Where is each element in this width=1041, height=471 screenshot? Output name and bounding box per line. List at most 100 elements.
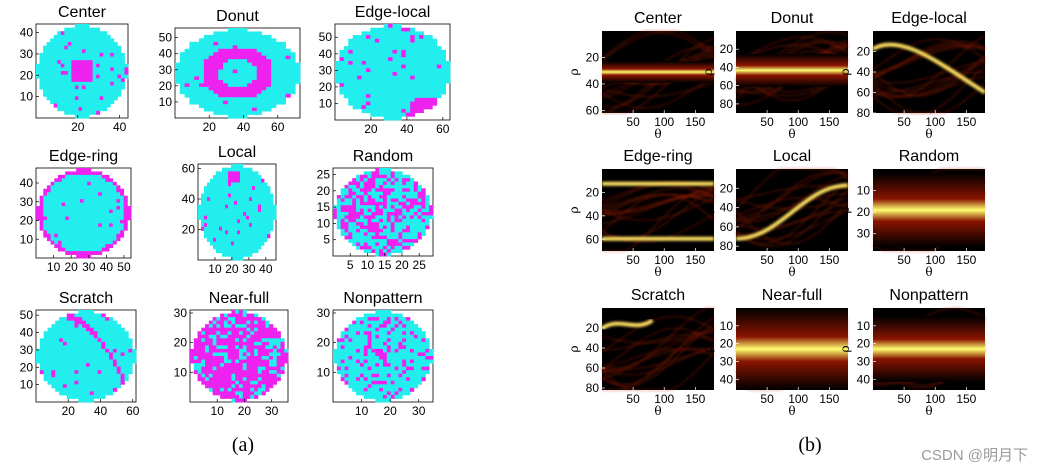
wafer-cell: [242, 59, 248, 64]
wafer-cell: [101, 181, 106, 186]
defect-cell: [280, 363, 285, 368]
wafer-cell: [409, 384, 415, 389]
wafer-cell: [423, 57, 429, 62]
wafer-cell: [421, 228, 426, 233]
wafer-cell: [386, 324, 392, 329]
defect-cell: [340, 222, 345, 226]
wafer-cell: [90, 188, 95, 193]
x-tick-label: 100: [788, 115, 808, 129]
defect-cell: [265, 331, 270, 336]
wafer-cell: [388, 60, 393, 66]
wafer-cell: [93, 394, 98, 399]
defect-cell: [61, 174, 66, 179]
wafer-cell: [78, 327, 83, 332]
wafer-cell: [227, 104, 234, 109]
y-tick-label: 40: [586, 209, 600, 223]
wafer-cell: [423, 86, 429, 91]
wafer-cell: [231, 317, 236, 322]
wafer-cell: [113, 67, 118, 72]
wafer-cell: [222, 193, 226, 198]
bright-band: [873, 173, 985, 247]
x-tick-label: 150: [819, 253, 839, 267]
defect-cell: [379, 324, 384, 329]
wafer-cell: [365, 108, 371, 114]
wafer-cell: [232, 97, 238, 102]
wafer-cell: [357, 105, 362, 110]
wafer-cell: [401, 57, 407, 62]
wafer-cell: [113, 74, 118, 79]
defect-cell: [213, 69, 219, 74]
wafer-cell: [101, 206, 106, 210]
wafer-cell: [72, 233, 77, 238]
wafer-cell: [240, 256, 244, 261]
wafer-cell: [189, 62, 195, 67]
panel-title: Random: [353, 148, 413, 165]
wafer-cell: [237, 204, 241, 209]
wafer-cell: [374, 79, 380, 84]
wafer-cell: [352, 60, 358, 66]
wafer-cell: [110, 89, 115, 94]
wafer-cell: [71, 42, 76, 47]
wafer-cell: [203, 38, 210, 43]
defect-cell: [398, 387, 403, 392]
wafer-cell: [132, 348, 137, 353]
wafer-cell: [379, 49, 385, 54]
wafer-cell: [240, 182, 244, 187]
wafer-cell: [246, 230, 250, 235]
wafer-cell: [50, 216, 55, 221]
wafer-cell: [383, 53, 389, 58]
wafer-cell: [246, 182, 250, 187]
defect-cell: [402, 245, 407, 250]
wafer-cell: [50, 38, 55, 43]
wafer-cell: [235, 324, 240, 329]
defect-cell: [284, 359, 289, 364]
defect-cell: [409, 366, 415, 371]
defect-cell: [242, 90, 248, 95]
wafer-cell: [340, 212, 345, 216]
wafer-cell: [356, 345, 361, 350]
defect-cell: [406, 377, 411, 382]
wafer-cell: [93, 359, 98, 364]
wafer-cell: [82, 394, 87, 399]
defect-cell: [425, 356, 430, 360]
wafer-cell: [410, 79, 416, 84]
wafer-cell: [120, 74, 125, 79]
wafer-cell: [51, 352, 56, 357]
wafer-cell: [405, 86, 411, 91]
wafer-cell: [103, 96, 108, 101]
defect-cell: [401, 49, 407, 54]
wafer-cell: [109, 338, 114, 343]
wafer-cell: [352, 373, 357, 378]
defect-cell: [239, 341, 244, 346]
defect-cell: [120, 373, 125, 378]
wafer-cell: [117, 92, 122, 97]
sinogram-trace: [601, 197, 715, 221]
wafer-cell: [252, 171, 256, 176]
wafer-cell: [383, 72, 389, 77]
wafer-cell: [237, 182, 241, 187]
wafer-cell: [76, 195, 81, 200]
wafer-cell: [414, 94, 420, 99]
defect-cell: [219, 226, 223, 231]
wafer-cell: [227, 331, 232, 336]
wafer-cell: [219, 193, 223, 198]
defect-cell: [223, 48, 229, 53]
wafer-cell: [227, 45, 234, 50]
x-axis-label: θ: [925, 127, 932, 141]
wafer-cell: [86, 313, 91, 318]
wafer-cell: [93, 313, 98, 318]
wafer-cell: [352, 334, 357, 339]
defect-cell: [237, 178, 241, 183]
wafer-cell: [249, 186, 253, 191]
wafer-cell: [117, 52, 122, 57]
wafer-cell: [50, 78, 55, 83]
wafer-cell: [101, 188, 106, 193]
defect-cell: [379, 348, 384, 353]
wafer-cell: [348, 239, 353, 243]
wafer-cell: [103, 89, 108, 94]
y-tick-label: 40: [720, 201, 734, 215]
wafer-cell: [70, 324, 75, 329]
defect-cell: [356, 195, 361, 199]
defect-cell: [193, 352, 198, 357]
defect-cell: [261, 320, 266, 325]
